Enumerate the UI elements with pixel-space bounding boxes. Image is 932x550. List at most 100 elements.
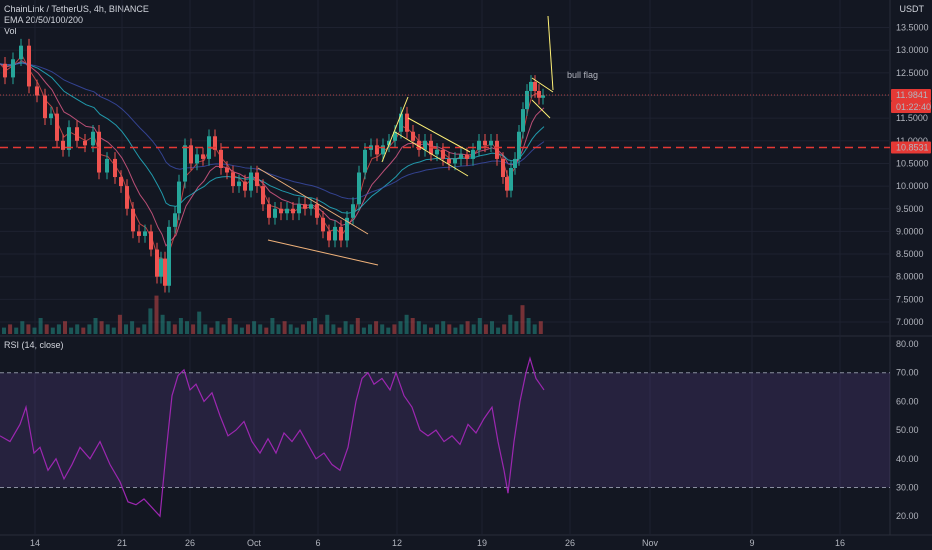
time-tick-label: 9: [749, 538, 754, 548]
candle-body: [327, 231, 331, 241]
rsi-tick-label: 30.00: [896, 483, 919, 493]
price-tick-label: 9.5000: [896, 204, 924, 214]
candle-body: [471, 149, 475, 159]
volume-bar: [99, 321, 104, 334]
volume-bar: [246, 324, 250, 334]
countdown-tag-bg: [891, 101, 931, 113]
volume-bar: [44, 324, 49, 334]
symbol-title: ChainLink / TetherUS, 4h, BINANCE: [4, 4, 149, 14]
volume-bar: [264, 327, 269, 334]
volume-bar: [313, 318, 318, 334]
volume-label: Vol: [4, 26, 17, 36]
volume-bar: [398, 321, 403, 334]
candle-body: [533, 81, 537, 91]
flag-upper-line: [407, 117, 471, 153]
volume-bar: [374, 321, 379, 334]
currency-label: USDT: [899, 4, 925, 14]
volume-bar: [81, 327, 86, 334]
volume-bar: [117, 314, 122, 334]
volume-bar: [233, 324, 238, 334]
candle-body: [405, 113, 409, 132]
candle-body: [105, 158, 109, 173]
volume-bar: [8, 324, 13, 334]
volume-bar: [337, 327, 342, 334]
volume-bar: [288, 324, 293, 334]
candle-body: [255, 172, 259, 187]
candle-body: [35, 86, 39, 96]
candle-body: [447, 158, 451, 164]
candle-body: [483, 140, 487, 146]
price-tick-label: 7.5000: [896, 294, 924, 304]
candle-body: [27, 45, 31, 87]
volume-bar: [294, 327, 299, 334]
time-tick-label: 26: [185, 538, 195, 548]
countdown-tag: 01:22:40: [896, 102, 931, 112]
candle-body: [375, 145, 379, 155]
candle-body: [273, 208, 277, 218]
rsi-tick-label: 60.00: [896, 396, 919, 406]
volume-bar: [282, 321, 287, 334]
candle-body: [537, 90, 541, 98]
candle-body: [435, 149, 439, 155]
volume-bar: [526, 318, 531, 334]
candle-body: [11, 59, 15, 78]
candle-body: [173, 213, 177, 227]
volume-bar: [191, 324, 196, 334]
volume-bar: [422, 324, 427, 334]
volume-bar: [221, 324, 226, 334]
volume-bar: [459, 324, 464, 334]
candle-body: [303, 204, 307, 209]
volume-bar: [252, 321, 257, 334]
volume-bar: [209, 327, 214, 334]
price-tick-label: 13.5000: [896, 23, 929, 33]
volume-bar: [172, 324, 177, 334]
volume-bar: [483, 324, 488, 334]
volume-bar: [447, 324, 452, 334]
volume-bar: [75, 324, 80, 334]
volume-bar: [2, 327, 6, 334]
volume-bar: [307, 321, 311, 334]
level-price-tag-bg: [891, 141, 931, 154]
bull-flag-annotation: bull flag: [567, 70, 598, 80]
candle-body: [155, 249, 159, 277]
candle-body: [489, 140, 493, 146]
candle-body: [225, 167, 229, 173]
time-tick-label: 26: [565, 538, 575, 548]
candle-body: [75, 127, 79, 141]
volume-bar: [349, 324, 354, 334]
candle-body: [393, 131, 397, 141]
price-tick-label: 10.5000: [896, 158, 929, 168]
candle-body: [183, 145, 187, 182]
volume-bar: [166, 321, 171, 334]
volume-bar: [355, 318, 360, 334]
candle-body: [43, 95, 47, 119]
chart-legend: ChainLink / TetherUS, 4h, BINANCE EMA 20…: [4, 4, 149, 37]
candle-body: [509, 167, 513, 191]
time-tick-label: 21: [117, 538, 127, 548]
candle-body: [459, 154, 463, 159]
time-tick-label: 19: [477, 538, 487, 548]
volume-bar: [178, 318, 183, 334]
candle-body: [67, 127, 71, 150]
candle-body: [495, 140, 499, 159]
candle-body: [49, 113, 53, 119]
volume-bar: [471, 324, 476, 334]
candle-body: [97, 131, 101, 173]
candle-body: [143, 231, 147, 236]
price-tick-label: 11.5000: [896, 113, 928, 123]
volume-bar: [276, 324, 281, 334]
volume-bar: [386, 327, 391, 334]
rsi-label: RSI (14, close): [4, 340, 64, 350]
candle-body: [91, 131, 95, 146]
volume-bar: [154, 295, 159, 334]
candle-body: [83, 140, 87, 146]
candle-body: [149, 231, 153, 250]
flag-lower-line: [394, 131, 469, 177]
candle-body: [477, 140, 481, 150]
ema50-line: [0, 60, 545, 247]
price-tick-label: 12.5000: [896, 68, 929, 78]
time-tick-label: 14: [30, 538, 40, 548]
price-tick-label: 9.0000: [896, 226, 924, 236]
candle-body: [167, 226, 171, 286]
